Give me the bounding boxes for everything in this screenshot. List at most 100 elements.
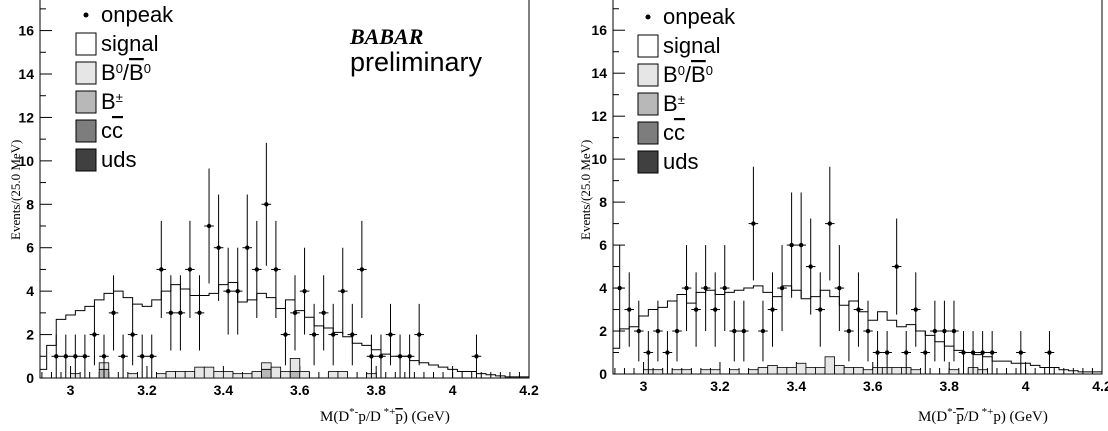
b0-bin <box>203 366 215 379</box>
y-tick-label: 2 <box>599 323 607 339</box>
b0-bin <box>251 371 262 379</box>
onpeak-point <box>634 300 644 362</box>
legend-label: B0/B0 <box>663 62 713 87</box>
onpeak-point <box>232 247 243 335</box>
b0-bin <box>748 369 759 375</box>
point-marker <box>913 307 918 312</box>
onpeak-point <box>805 218 816 315</box>
point-marker <box>942 328 947 334</box>
point-marker <box>321 310 326 316</box>
onpeak-point <box>767 272 778 347</box>
point-marker <box>674 328 680 334</box>
point-marker <box>254 267 260 272</box>
x-tick-label: 3.6 <box>863 378 883 394</box>
b0-bin <box>184 371 196 379</box>
onpeak-point <box>261 142 272 266</box>
point-marker <box>311 332 317 337</box>
onpeak-point <box>624 272 635 347</box>
b0-bin <box>175 371 186 379</box>
point-marker <box>722 285 727 291</box>
point-marker <box>989 350 995 355</box>
onpeak-point <box>930 300 940 362</box>
b0-bin <box>127 373 138 379</box>
b0-bin <box>843 367 855 375</box>
y-tick-label: 14 <box>18 66 34 82</box>
b0-bin <box>824 356 835 375</box>
onpeak-point <box>471 334 482 378</box>
point-marker <box>693 307 699 312</box>
point-marker <box>159 267 164 272</box>
point-marker <box>331 332 336 337</box>
onpeak-point <box>357 220 367 318</box>
point-marker <box>932 328 938 334</box>
xlabel-part: M(D <box>918 409 947 425</box>
x-tick-label: 3.4 <box>787 378 807 394</box>
legend-swatch <box>75 119 97 143</box>
point-marker <box>703 285 708 291</box>
onpeak-point <box>958 331 969 374</box>
point-marker <box>92 332 97 337</box>
y-tick-label: 8 <box>26 196 34 212</box>
onpeak-point <box>385 303 396 366</box>
point-marker <box>416 332 422 337</box>
legend-item-ccbar: cc <box>637 120 685 145</box>
point-marker <box>923 350 928 355</box>
onpeak-point <box>977 331 988 374</box>
legend-item-signal: signal <box>75 31 158 56</box>
legend: onpeak signal B0/B0 B± cc uds <box>637 4 736 174</box>
point-marker <box>636 328 641 334</box>
legend-item-onpeak: onpeak <box>83 2 174 27</box>
point-marker <box>894 264 899 269</box>
point-marker <box>139 354 145 359</box>
b0-bin <box>289 358 301 372</box>
plot-frame <box>612 0 1103 375</box>
point-marker <box>73 354 78 359</box>
onpeak-point <box>739 300 749 362</box>
onpeak-point <box>108 275 119 351</box>
point-marker <box>655 328 661 334</box>
onpeak-point <box>853 272 864 347</box>
y-tick-label: 8 <box>599 194 607 210</box>
point-marker <box>225 288 231 294</box>
point-marker <box>751 221 756 226</box>
legend-label: B± <box>101 89 123 114</box>
onpeak-point <box>242 194 253 301</box>
onpeak-point <box>672 300 682 362</box>
xlabel-part: - <box>355 406 359 418</box>
legend-label: cc <box>663 120 685 145</box>
point-marker <box>197 310 202 316</box>
onpeak-point <box>691 272 701 347</box>
x-tick-label: 4 <box>449 382 457 398</box>
point-marker <box>617 285 622 291</box>
y-tick-label: 14 <box>591 65 607 81</box>
point-marker <box>206 223 212 229</box>
onpeak-point <box>891 218 902 315</box>
right-panel: 0 2 4 6 8 10 12 14 16 3 3.2 3.4 3.6 3.8 4 4.2 Events/(… <box>578 0 1108 425</box>
point-marker <box>770 307 775 312</box>
point-marker <box>216 245 221 250</box>
onpeak-points <box>51 142 482 378</box>
xlabel-part: ) (GeV) <box>403 409 450 425</box>
onpeak-point <box>175 275 186 351</box>
onpeak-point <box>61 334 71 378</box>
onpeak-point <box>844 300 854 362</box>
point-marker <box>818 307 823 312</box>
point-marker <box>359 267 365 272</box>
x-axis-label: M(D*-p/D *+p) (GeV) <box>918 406 1048 425</box>
point-marker <box>779 285 785 291</box>
point-marker <box>951 328 957 334</box>
b0-bin <box>681 369 692 375</box>
onpeak-point <box>337 247 348 335</box>
point-marker <box>837 285 842 291</box>
onpeak-point <box>700 245 711 332</box>
b0-bin <box>232 373 243 379</box>
point-marker <box>273 267 279 272</box>
b0-bin <box>299 371 310 379</box>
b0-bin <box>786 367 797 375</box>
legend-item-b0: B0/B0 <box>75 60 151 85</box>
point-marker <box>340 288 345 294</box>
onpeak-point <box>882 331 892 374</box>
point-marker <box>732 328 737 334</box>
onpeak-point <box>395 334 405 378</box>
b0-bin <box>194 366 205 379</box>
